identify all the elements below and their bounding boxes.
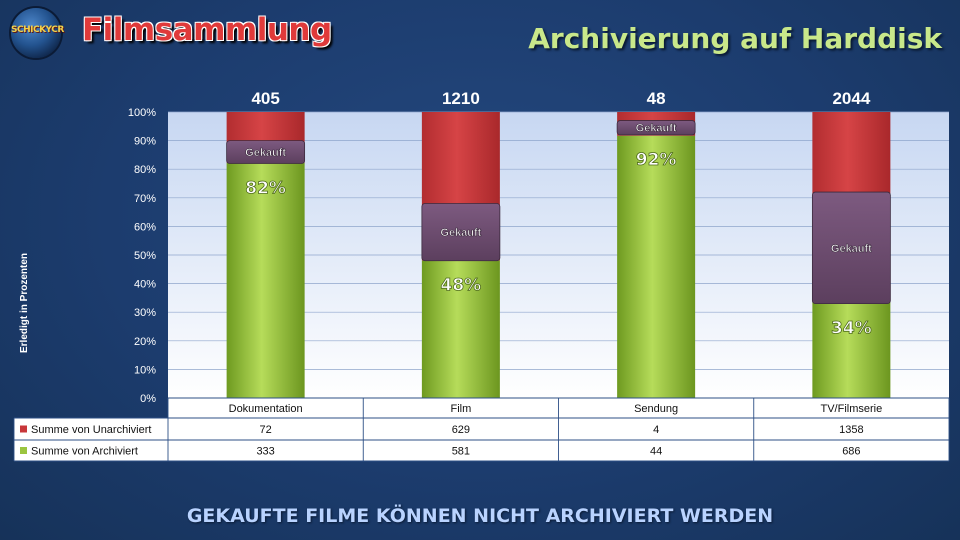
y-tick-label: 50% [134,250,156,262]
y-tick-label: 20% [134,336,156,348]
table-cell: 44 [650,446,662,458]
bar-archiviert [617,135,696,399]
percent-label: 34% [831,319,872,339]
percent-label: 82% [245,178,286,198]
table-body-bg [14,418,949,461]
table-header-cell: Sendung [634,403,678,415]
table-cell: 72 [260,424,272,436]
y-axis-label: Erledigt in Prozenten [19,253,30,353]
total-label: 405 [251,89,279,108]
table-cell: 581 [452,446,470,458]
table-header-cell: Film [450,403,471,415]
page-subtitle: Archivierung auf Harddisk [528,22,942,55]
legend-key [20,447,27,454]
gekauft-overlay [616,120,696,136]
table-cell: 333 [256,446,274,458]
legend-label: Summe von Unarchiviert [31,424,151,436]
total-label: 48 [647,89,666,108]
y-axis-ticks: 0% 10% 20% 30% 40% 50% 60% 70% 80% 90% 100% [128,107,156,405]
gekauft-label: Gekauft [245,147,286,159]
y-tick-label: 90% [134,136,156,148]
page-title: Filmsammlung [82,12,332,48]
gekauft-label: Gekauft [440,227,481,239]
y-tick-label: 10% [134,364,156,376]
data-table: Dokumentation Film Sendung TV/Filmserie Summ… [13,397,950,462]
y-tick-label: 0% [140,393,156,405]
y-tick-label: 40% [134,279,156,291]
gekauft-overlay [811,191,891,305]
y-tick-label: 60% [134,221,156,233]
bar-archiviert [226,162,305,398]
logo-text: SCHICKYCR [11,25,64,35]
table-cell: 629 [452,424,470,436]
gekauft-label: Gekauft [831,243,872,255]
percent-label: 48% [441,276,482,296]
table-header-cell: Dokumentation [229,403,303,415]
y-tick-label: 30% [134,307,156,319]
total-label: 1210 [442,89,480,108]
gekauft-label: Gekauft [636,123,677,135]
table-header-cell: TV/Filmserie [821,403,883,415]
logo: SCHICKYCR [11,8,64,58]
y-tick-label: 70% [134,193,156,205]
gekauft-overlay [226,140,306,164]
bars: Gekauft 82% Gekauft 48% Gekauft 92% Gekauft 34% [226,112,891,399]
footer-note: GEKAUFTE FILME KÖNNEN NICHT ARCHIVIERT W… [186,505,774,527]
bar-archiviert [421,260,500,398]
legend-label: Summe von Archiviert [31,446,138,458]
total-label: 2044 [832,89,870,108]
y-tick-label: 80% [134,164,156,176]
table-cell: 1358 [839,424,863,436]
legend-key [20,425,27,433]
y-tick-label: 100% [128,107,156,119]
table-cell: 686 [842,446,860,458]
table-cell: 4 [653,424,659,436]
percent-label: 92% [636,150,677,170]
gekauft-overlay [421,203,501,262]
total-labels: 405 1210 48 2044 [251,89,870,108]
bar-archiviert [812,302,891,398]
